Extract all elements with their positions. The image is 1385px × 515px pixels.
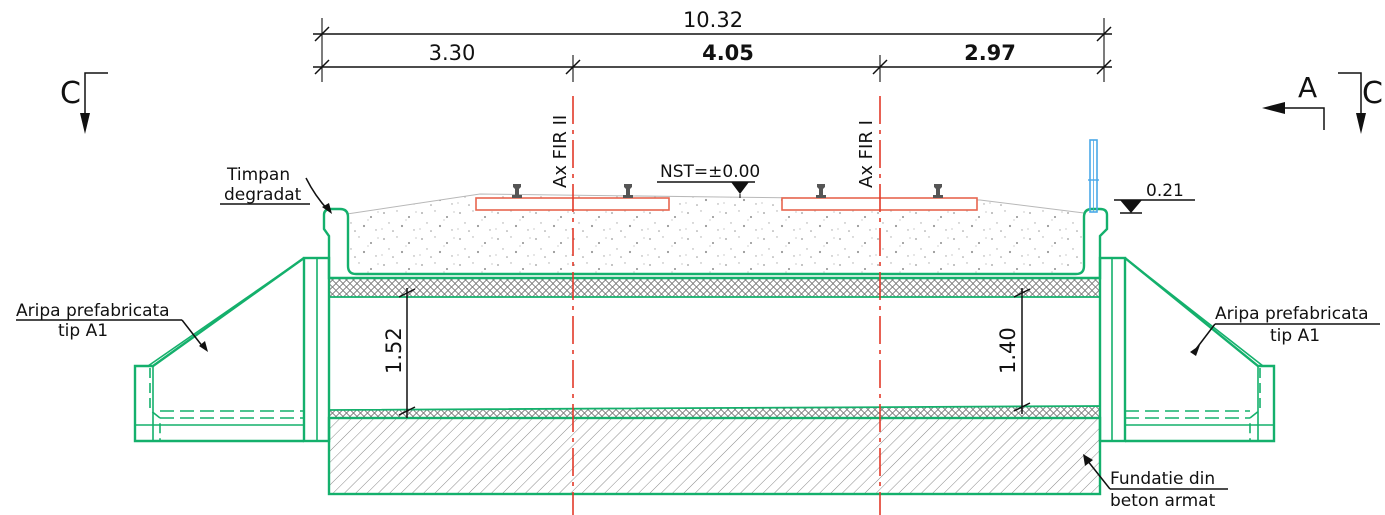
note-wing-right [1190, 323, 1380, 356]
clear-height-right-label: 1.40 [996, 327, 1020, 374]
note-foundation-line1: Fundatie din [1110, 469, 1215, 489]
wing-wall-right [1124, 257, 1276, 443]
ballast-fill [347, 194, 1084, 274]
note-wing-left-line1: Aripa prefabricata [16, 301, 170, 321]
level-mark-offset [1114, 199, 1195, 214]
section-letter-right: C [1362, 76, 1383, 111]
top-slab-layer [328, 277, 1101, 298]
level-label-offset: 0.21 [1146, 181, 1184, 201]
clear-height-left [398, 288, 416, 418]
level-mark-nst [657, 181, 755, 198]
level-triangle-icon [1120, 200, 1142, 213]
dimension-middle-span: 4.05 [702, 41, 754, 65]
dimension-right-span: 2.97 [964, 41, 1016, 65]
dimension-total: 10.32 [683, 8, 743, 32]
rail-icon [512, 184, 522, 198]
section-letter-left: C [60, 76, 81, 111]
note-wing-left-line2: tip A1 [58, 321, 108, 341]
ballast-top-line [346, 193, 1085, 215]
bottom-slab-layer [328, 405, 1101, 419]
view-arrow-icon [1262, 102, 1285, 114]
abutment-walls [302, 256, 1127, 443]
clear-height-left-label: 1.52 [382, 327, 406, 374]
section-mark-right: A C [1262, 71, 1383, 134]
section-arrow-right-icon [1356, 113, 1366, 134]
note-foundation [1083, 454, 1228, 490]
level-label-nst: NST=±0.00 [660, 162, 760, 182]
note-timpan-line1: Timpan [226, 165, 290, 185]
clear-height-right [1013, 288, 1031, 414]
railing-post [1088, 139, 1099, 213]
note-timpan [220, 177, 332, 214]
section-mark-left: C [60, 72, 108, 134]
dimension-chain [313, 18, 1112, 82]
rail-icon [933, 184, 943, 198]
note-timpan-line2: degradat [224, 185, 302, 205]
ballast-trough [322, 207, 1109, 280]
wing-wall-left [133, 257, 305, 443]
axis-label-track-2: Ax FIR II [550, 115, 571, 188]
section-letter-view: A [1298, 71, 1317, 104]
foundation-block [327, 416, 1102, 496]
dimension-left-span: 3.30 [429, 41, 476, 65]
note-foundation-line2: beton armat [1110, 491, 1216, 511]
rail-icon [816, 184, 826, 198]
note-wing-right-line2: tip A1 [1270, 326, 1320, 346]
note-wing-right-line1: Aripa prefabricata [1215, 304, 1369, 324]
rail-icon [623, 184, 633, 198]
note-wing-left [16, 319, 208, 352]
section-arrow-left-icon [80, 113, 90, 134]
axis-label-track-1: Ax FIR I [856, 120, 877, 188]
level-triangle-icon [731, 182, 749, 194]
